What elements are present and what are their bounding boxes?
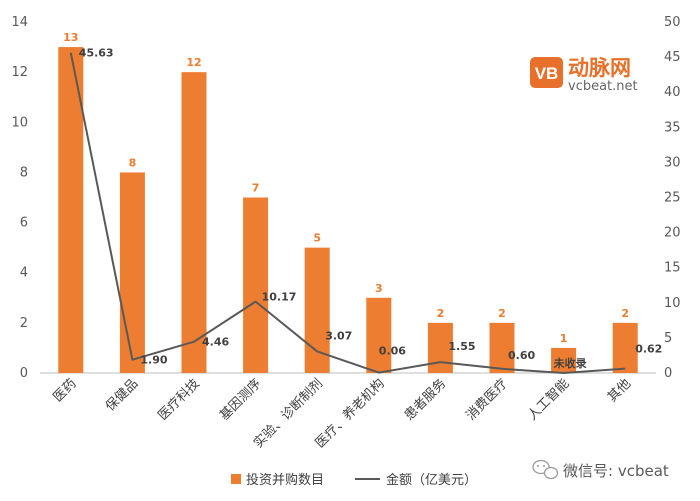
right-tick-label: 50 bbox=[664, 15, 681, 30]
wechat-id: 微信号: vcbeat bbox=[563, 462, 669, 480]
category-label: 医疗科技 bbox=[155, 376, 202, 423]
right-tick-label: 25 bbox=[664, 191, 681, 206]
bar-data-label: 1 bbox=[560, 332, 568, 345]
line-data-label: 0.62 bbox=[635, 343, 662, 356]
category-labels: 医药 保健品 医疗科技 基因测序实验、诊断制剂医疗、养老机构 患者服务 消费医疗 人工智能其… bbox=[51, 376, 634, 452]
line-data-label: 1.55 bbox=[448, 340, 475, 353]
right-tick-label: 30 bbox=[664, 155, 681, 170]
wechat-watermark: 微信号: vcbeat bbox=[532, 459, 669, 480]
bar bbox=[119, 172, 145, 373]
legend-line-label: 金额（亿美元） bbox=[386, 472, 477, 488]
right-tick-label: 40 bbox=[664, 85, 681, 100]
brand-name: 动脉网 bbox=[568, 56, 631, 80]
bar-data-label: 8 bbox=[129, 156, 137, 169]
right-tick-label: 15 bbox=[664, 261, 681, 276]
brand-logo-icon bbox=[530, 57, 563, 88]
left-tick-label: 12 bbox=[11, 65, 28, 80]
line-series bbox=[69, 52, 626, 374]
bar-data-label: 7 bbox=[252, 182, 260, 195]
legend: 投资并购数目 金额（亿美元） bbox=[231, 472, 477, 488]
left-tick-label: 14 bbox=[11, 15, 28, 30]
brand-logo-mark: VB bbox=[535, 64, 559, 83]
bar-data-label: 2 bbox=[498, 307, 506, 320]
bar-data-label: 2 bbox=[437, 307, 445, 320]
right-tick-label: 0 bbox=[664, 366, 672, 381]
bar-series bbox=[58, 47, 638, 374]
legend-bar-label: 投资并购数目 bbox=[246, 472, 324, 488]
bar bbox=[181, 72, 207, 374]
right-tick-label: 20 bbox=[664, 226, 681, 241]
line-data-label: 1.90 bbox=[140, 354, 167, 367]
bar bbox=[366, 297, 392, 373]
bar bbox=[58, 47, 84, 373]
right-tick-label: 10 bbox=[664, 296, 681, 311]
legend-bar-swatch bbox=[231, 474, 241, 484]
amount-line bbox=[69, 52, 626, 374]
right-tick-label: 35 bbox=[664, 120, 681, 135]
bar-data-label: 13 bbox=[63, 31, 78, 44]
bar bbox=[243, 197, 269, 373]
line-data-label: 4.46 bbox=[202, 336, 229, 349]
left-tick-label: 8 bbox=[20, 165, 28, 180]
category-label: 消费医疗 bbox=[463, 376, 510, 423]
line-data-label: 0.60 bbox=[508, 349, 535, 362]
line-data-label: 未收录 bbox=[553, 356, 587, 370]
bar bbox=[427, 322, 453, 373]
left-tick-label: 4 bbox=[20, 266, 28, 281]
line-data-label: 0.06 bbox=[379, 345, 406, 358]
left-tick-label: 6 bbox=[20, 216, 28, 231]
category-label: 医药 bbox=[51, 376, 80, 405]
right-tick-label: 45 bbox=[664, 50, 681, 65]
right-tick-label: 5 bbox=[664, 331, 672, 346]
bar bbox=[489, 322, 515, 373]
bar bbox=[612, 322, 638, 373]
brand-logo: VB 动脉网 vcbeat.net bbox=[530, 56, 638, 94]
bar-data-label: 5 bbox=[313, 232, 321, 245]
line-data-labels: 45.63 1.90 4.46 10.17 3.07 0.06 1.55 0.60 未收录 0.6… bbox=[79, 47, 663, 370]
bar bbox=[551, 347, 577, 373]
line-data-label: 45.63 bbox=[79, 47, 114, 60]
category-label: 基因测序 bbox=[217, 376, 264, 423]
category-label: 保健品 bbox=[103, 376, 141, 414]
left-tick-label: 2 bbox=[20, 316, 28, 331]
category-label: 其他 bbox=[605, 376, 634, 405]
wechat-icon bbox=[532, 459, 559, 480]
right-axis-ticks: 0 5 10 15 20 25 30 35 40 45 50 bbox=[664, 15, 681, 381]
category-label: 患者服务 bbox=[401, 376, 449, 424]
category-label: 人工智能 bbox=[525, 376, 572, 423]
bar-data-label: 2 bbox=[621, 307, 629, 320]
left-tick-label: 0 bbox=[20, 366, 28, 381]
bar-data-label: 12 bbox=[186, 56, 201, 69]
brand-url: vcbeat.net bbox=[568, 79, 638, 94]
left-axis-ticks: 0 2 4 6 8 10 12 14 bbox=[11, 15, 28, 381]
bar-data-label: 3 bbox=[375, 282, 383, 295]
line-data-label: 3.07 bbox=[325, 329, 352, 342]
left-tick-label: 10 bbox=[11, 115, 28, 130]
line-data-label: 10.17 bbox=[262, 291, 297, 304]
